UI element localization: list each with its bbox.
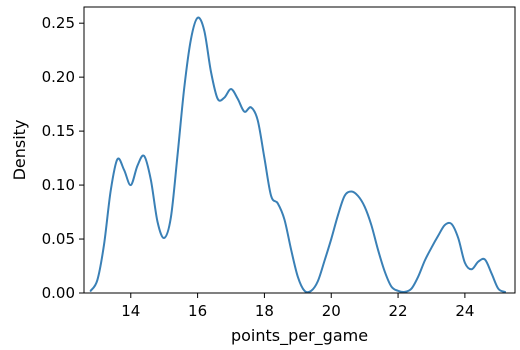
x-axis-ticks: 14 16 18 20 22 24	[121, 293, 474, 320]
density-curve	[89, 16, 506, 294]
y-axis-label: Density	[10, 120, 29, 181]
plot-frame	[83, 6, 516, 294]
x-axis-label: points_per_game	[231, 326, 368, 346]
x-tick-label: 16	[188, 302, 207, 320]
y-tick-label: 0.25	[42, 14, 75, 32]
x-tick-label: 18	[255, 302, 274, 320]
y-tick-label: 0.10	[42, 176, 75, 194]
x-tick-label: 20	[322, 302, 341, 320]
y-axis-ticks: 0.00 0.05 0.10 0.15 0.20 0.25	[42, 14, 84, 302]
x-tick-label: 22	[389, 302, 408, 320]
y-tick-label: 0.20	[42, 68, 75, 86]
y-tick-label: 0.00	[42, 284, 75, 302]
y-tick-label: 0.15	[42, 122, 75, 140]
y-tick-label: 0.05	[42, 230, 75, 248]
x-tick-label: 24	[455, 302, 474, 320]
x-tick-label: 14	[121, 302, 140, 320]
